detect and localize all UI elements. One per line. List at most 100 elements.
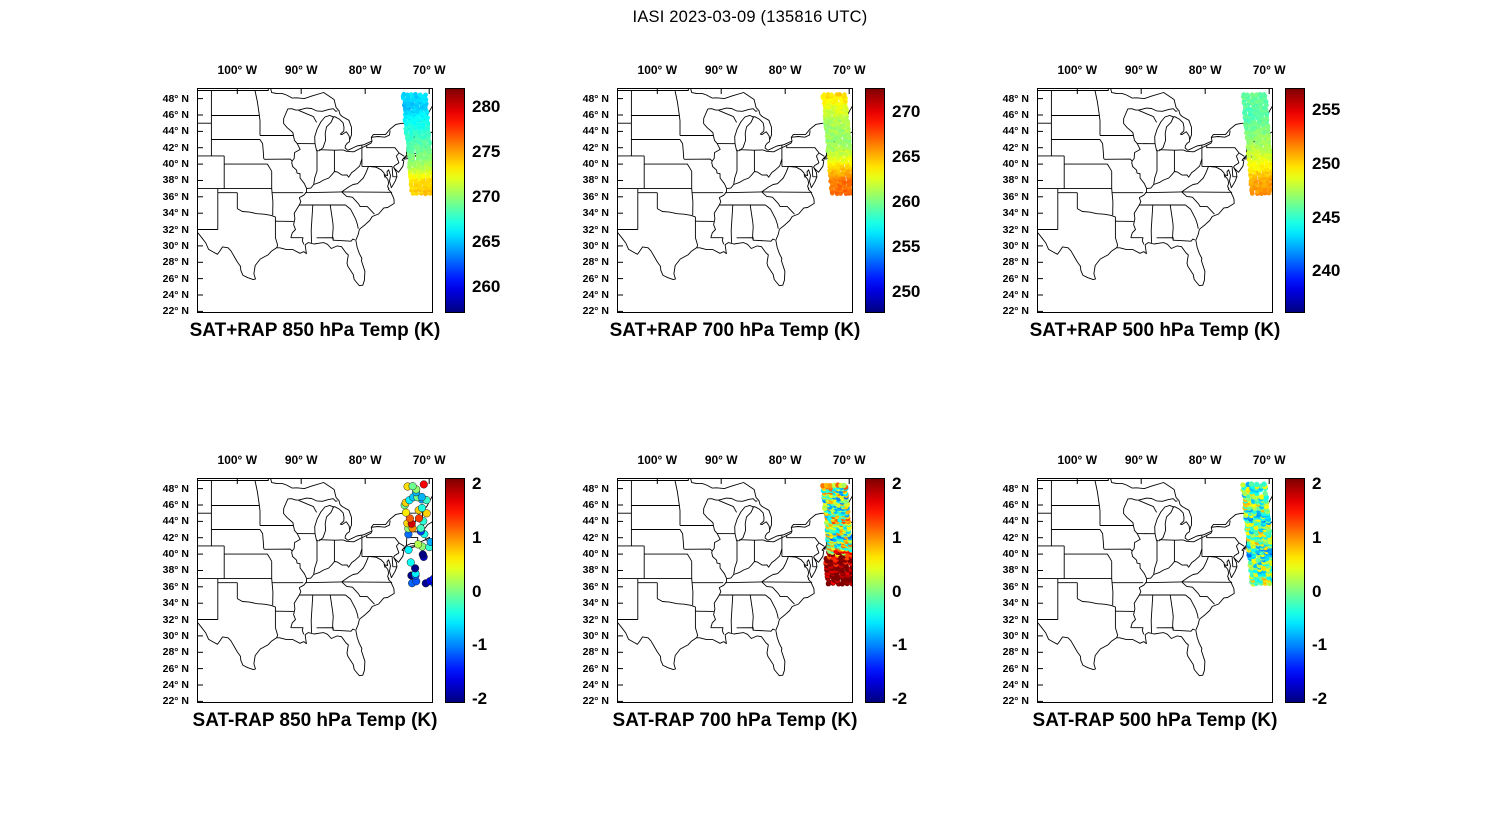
lon-tick-label: 80° W xyxy=(348,453,382,467)
lat-tick-label: 28° N xyxy=(1002,256,1029,269)
lat-tick-label: 40° N xyxy=(162,158,189,171)
lat-tick-label: 34° N xyxy=(1002,597,1029,610)
map-panel: 100° W 90° W 80° W 70° W 48° N 46° N 44° N 42°… xyxy=(957,440,1357,752)
colorbar-tick-label: -1 xyxy=(1312,635,1328,655)
lat-tick-label: 36° N xyxy=(1002,580,1029,593)
lat-tick-label: 42° N xyxy=(1002,141,1029,154)
lat-tick-label: 48° N xyxy=(582,482,609,495)
lat-tick-label: 32° N xyxy=(582,613,609,626)
lat-tick-label: 48° N xyxy=(162,92,189,105)
colorbar-tick-label: 255 xyxy=(1312,100,1341,120)
lat-tick-label: 28° N xyxy=(1002,646,1029,659)
lon-tick-label: 100° W xyxy=(1057,63,1098,77)
lat-tick-label: 34° N xyxy=(1002,207,1029,220)
panel-title: SAT+RAP 500 hPa Temp (K) xyxy=(1029,320,1281,341)
colorbar-tick-label: 250 xyxy=(1312,154,1341,173)
lon-tick-label: 100° W xyxy=(637,63,678,77)
axis-ticks xyxy=(618,479,850,702)
lat-tick-label: 24° N xyxy=(1002,289,1029,301)
colorbar-tick-label: 1 xyxy=(472,527,482,547)
state-borders xyxy=(197,478,433,677)
lat-tick-label: 46° N xyxy=(162,499,189,511)
colorbar-gradient xyxy=(865,88,885,313)
map-svg xyxy=(1037,478,1273,703)
colorbar-tick-label: 1 xyxy=(892,527,902,547)
colorbar-tick-label: 2 xyxy=(1312,474,1322,494)
lat-tick-label: 40° N xyxy=(1002,548,1029,561)
state-borders xyxy=(1037,88,1273,287)
map-svg xyxy=(617,88,853,313)
colorbar-tick-label: 265 xyxy=(472,232,501,251)
observation-swath xyxy=(820,92,853,197)
lat-tick-label: 38° N xyxy=(582,174,609,187)
lat-tick-label: 46° N xyxy=(582,499,609,511)
colorbar-tick-label: 280 xyxy=(472,97,501,116)
colorbar-tick-label: 260 xyxy=(472,277,501,296)
lat-tick-label: 36° N xyxy=(162,580,189,593)
lat-tick-label: 40° N xyxy=(162,548,189,561)
lon-tick-label: 80° W xyxy=(1188,63,1222,77)
lat-tick-label: 30° N xyxy=(162,239,189,252)
lat-tick-label: 22° N xyxy=(1002,305,1029,318)
map-panel: 100° W 90° W 80° W 70° W 48° N 46° N 44° N 42°… xyxy=(117,440,517,752)
map-panel: 100° W 90° W 80° W 70° W 48° N 46° N 44° N 42°… xyxy=(537,440,937,752)
lat-tick-label: 48° N xyxy=(582,92,609,105)
colorbar-tick-label: -1 xyxy=(472,635,488,655)
map-panel: 100° W 90° W 80° W 70° W 48° N 46° N 44° N 42°… xyxy=(537,50,937,362)
lat-tick-label: 28° N xyxy=(582,256,609,269)
lat-tick-label: 42° N xyxy=(582,531,609,544)
lat-tick-label: 32° N xyxy=(162,613,189,626)
lat-tick-label: 22° N xyxy=(162,695,189,708)
colorbar-tick-label: -2 xyxy=(472,688,488,708)
lat-tick-label: 42° N xyxy=(582,141,609,154)
lat-tick-label: 44° N xyxy=(1002,125,1029,138)
lon-tick-label: 80° W xyxy=(348,63,382,77)
lat-tick-label: 34° N xyxy=(162,597,189,610)
colorbar-tick-label: 0 xyxy=(892,581,902,601)
lat-tick-label: 22° N xyxy=(162,305,189,318)
lon-tick-label: 70° W xyxy=(832,63,866,77)
lon-tick-label: 70° W xyxy=(832,453,866,467)
lat-tick-label: 36° N xyxy=(1002,190,1029,203)
lat-tick-label: 24° N xyxy=(162,289,189,301)
lat-tick-label: 32° N xyxy=(1002,223,1029,236)
lat-tick-label: 30° N xyxy=(162,629,189,642)
panel-title: SAT-RAP 700 hPa Temp (K) xyxy=(612,710,858,731)
lat-tick-label: 30° N xyxy=(582,629,609,642)
lat-tick-label: 46° N xyxy=(1002,109,1029,121)
lat-tick-label: 40° N xyxy=(582,158,609,171)
colorbar-tick-label: 240 xyxy=(1312,261,1341,281)
lat-tick-label: 40° N xyxy=(1002,158,1029,171)
colorbar-tick-label: 255 xyxy=(892,236,921,256)
lat-tick-label: 26° N xyxy=(582,662,609,675)
lat-tick-label: 34° N xyxy=(582,207,609,220)
lat-tick-label: 48° N xyxy=(1002,92,1029,105)
lat-tick-label: 38° N xyxy=(162,174,189,187)
lat-tick-label: 22° N xyxy=(1002,695,1029,708)
colorbar-tick-label: 1 xyxy=(1312,527,1322,547)
lat-tick-label: 32° N xyxy=(1002,613,1029,626)
lat-tick-label: 38° N xyxy=(162,564,189,577)
lon-tick-label: 70° W xyxy=(412,453,446,467)
axis-ticks xyxy=(1038,89,1270,312)
colorbar-tick-label: 275 xyxy=(472,142,501,161)
state-borders xyxy=(197,88,433,287)
colorbar-tick-label: 2 xyxy=(472,474,482,494)
observation-swath xyxy=(400,91,433,197)
lat-tick-label: 24° N xyxy=(582,679,609,691)
lat-tick-label: 42° N xyxy=(162,141,189,154)
lat-tick-label: 46° N xyxy=(582,109,609,121)
map xyxy=(197,88,433,313)
colorbar-tick-label: 270 xyxy=(472,187,501,206)
lat-tick-label: 34° N xyxy=(582,597,609,610)
lat-tick-label: 44° N xyxy=(582,515,609,528)
lat-tick-label: 32° N xyxy=(162,223,189,236)
lon-tick-label: 70° W xyxy=(1252,63,1286,77)
figure-title: IASI 2023-03-09 (135816 UTC) xyxy=(632,8,868,26)
lat-tick-label: 42° N xyxy=(162,531,189,544)
lon-tick-label: 70° W xyxy=(412,63,446,77)
lat-tick-label: 44° N xyxy=(162,515,189,528)
colorbar-gradient xyxy=(445,88,465,313)
lat-tick-label: 38° N xyxy=(1002,564,1029,577)
lat-tick-label: 26° N xyxy=(582,272,609,285)
